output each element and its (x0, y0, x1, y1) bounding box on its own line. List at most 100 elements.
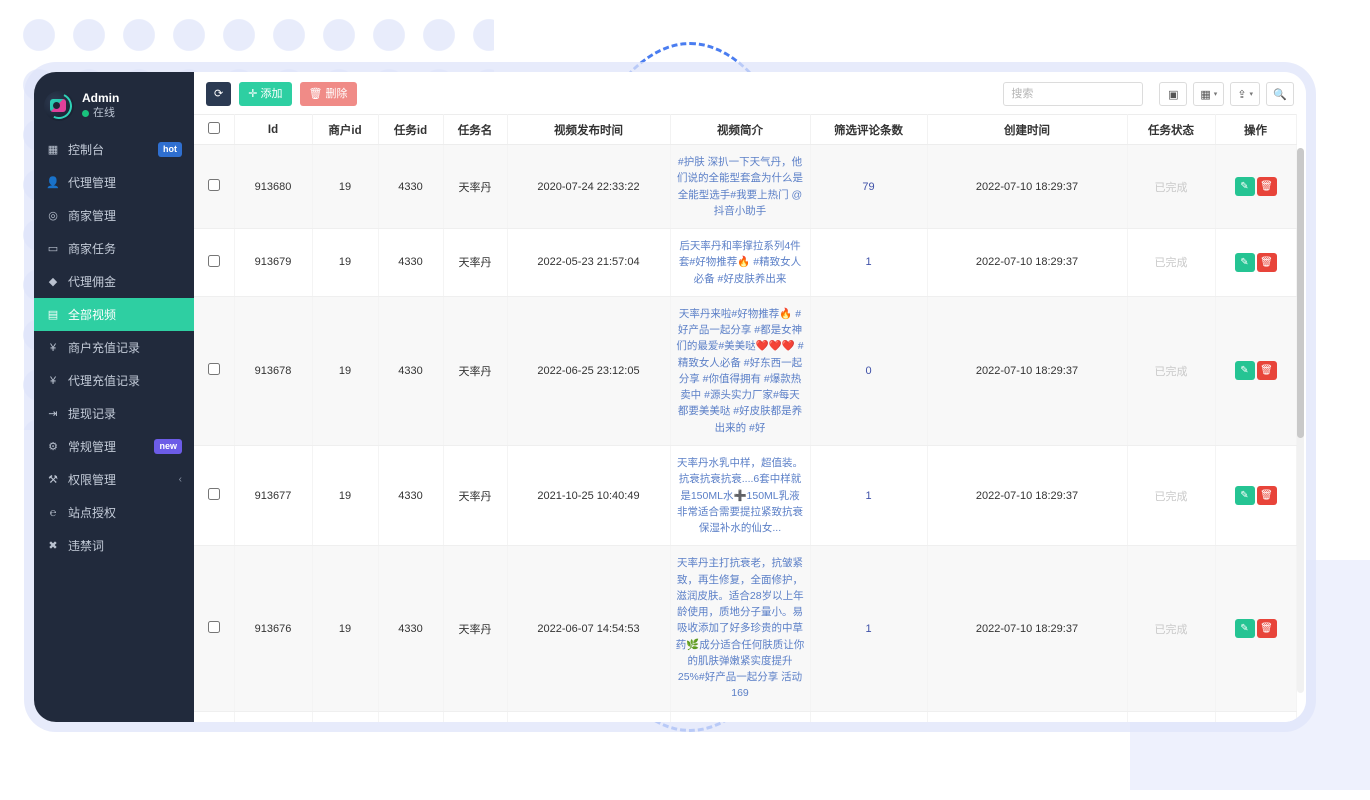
merchant-icon: ◎ (48, 210, 58, 223)
table-row[interactable]: 913678 19 4330 天率丹 2022-06-25 23:12:05 天率丹来啦#… (194, 296, 1297, 446)
table-body: 913680 19 4330 天率丹 2020-07-24 22:33:22 #护肤 深扒… (194, 144, 1297, 722)
export-button[interactable]: ⇪ ▾ (1230, 82, 1260, 106)
chevron-left-icon: ‹ (178, 474, 182, 486)
edit-row-button[interactable]: ✎ (1234, 486, 1255, 506)
delete-row-button[interactable]: 🗑 (1256, 619, 1277, 638)
toolbar-right-group: ▣▦▾⇪▾ 🔍 (1003, 82, 1294, 106)
sidebar-item-label: 代理充值记录 (68, 374, 141, 389)
cell-id: 913680 (234, 144, 313, 230)
cell-operations: ✎🗑 (1215, 711, 1297, 722)
cell-merchant-id: 19 (312, 228, 379, 297)
table-row[interactable]: 913676 19 4330 天率丹 2022-06-07 14:54:53 天率丹主打抗… (194, 545, 1297, 712)
row-checkbox[interactable] (207, 179, 220, 192)
edit-row-button[interactable]: ✎ (1234, 619, 1255, 638)
cell-task-id: 4330 (378, 228, 444, 297)
cell-status: 已完成 (1127, 445, 1216, 547)
cell-operations: ✎🗑 (1215, 228, 1297, 297)
sidebar-item-11[interactable]: ℮ 站点授权 (34, 496, 194, 529)
cell-task-id: 4330 (378, 545, 444, 712)
sidebar-item-label: 商家管理 (68, 209, 117, 224)
sidebar-item-2[interactable]: ◎ 商家管理 (34, 199, 194, 232)
sidebar-item-label: 控制台 (68, 143, 105, 158)
table-head: Id 商户id 任务id 任务名 视频发布时间 视频简介 筛选评论条数 创建时间 任务状态 操作 (194, 114, 1297, 145)
refresh-button[interactable]: ⟳ (206, 82, 232, 106)
search-button[interactable]: 🔍 (1266, 82, 1294, 106)
select-all-checkbox[interactable] (207, 122, 220, 134)
sidebar: Admin 在线 ▦ 控制台 hot 👤 代理管理 ◎ 商家管理 ▭ 商家任务 ◆ 代理佣金 ▤ 全部视… (34, 72, 194, 722)
edit-row-button[interactable]: ✎ (1234, 252, 1255, 272)
sidebar-item-label: 商家任务 (68, 242, 117, 257)
sidebar-user-block[interactable]: Admin 在线 (34, 82, 194, 133)
cell-publish-time: 2020-07-24 22:33:22 (507, 144, 671, 230)
card-view-button[interactable]: ▣ (1159, 82, 1188, 106)
cell-task-id: 4330 (378, 296, 444, 446)
sidebar-item-6[interactable]: ¥ 商户充值记录 (34, 331, 194, 364)
table-row[interactable]: 913680 19 4330 天率丹 2020-07-24 22:33:22 #护肤 深扒… (194, 144, 1297, 230)
vertical-scrollbar[interactable] (1297, 148, 1304, 693)
delete-row-button[interactable]: 🗑 (1256, 486, 1277, 506)
delete-row-button[interactable]: 🗑 (1256, 252, 1277, 272)
sidebar-item-10[interactable]: ⚒ 权限管理 ‹ (34, 463, 194, 496)
sidebar-item-5[interactable]: ▤ 全部视频 (34, 298, 194, 332)
delete-button[interactable]: 🗑 删除 (299, 82, 357, 106)
cell-id: 913679 (234, 228, 313, 297)
cell-task-name: 天率丹 (443, 144, 508, 230)
sidebar-item-4[interactable]: ◆ 代理佣金 (34, 265, 194, 298)
toolbar: ⟳ ✛ 添加 🗑 删除 ▣▦▾⇪▾ 🔍 (194, 72, 1306, 114)
cell-description: 天率丹来啦#好物推荐🔥 #好产品一起分享 #都是女神们的最爱#美美哒❤️❤️❤️… (670, 296, 811, 446)
column-header: 商户id (312, 114, 379, 145)
chevron-down-icon: ▾ (1249, 91, 1253, 98)
chevron-down-icon: ▾ (1213, 91, 1218, 98)
sidebar-badge-new: new (154, 439, 182, 455)
table-row[interactable]: 913679 19 4330 天率丹 2022-05-23 21:57:04 后天率丹和率… (194, 228, 1297, 297)
row-checkbox[interactable] (207, 621, 220, 633)
cell-id: 913675 (234, 711, 313, 722)
toolbar-icon-buttons: ▣ ▦ ▾ ⇪ ▾ 🔍 (1153, 82, 1294, 106)
search-icon: 🔍 (1273, 88, 1287, 101)
sidebar-item-1[interactable]: 👤 代理管理 (34, 166, 194, 199)
cell-description: 后天率丹和率撑拉系列4件套#好物推荐🔥 #精致女人必备 #好皮肤养出来 (670, 228, 811, 297)
select-all-header (194, 114, 235, 145)
sidebar-item-3[interactable]: ▭ 商家任务 (34, 232, 194, 265)
cell-operations: ✎🗑 (1215, 445, 1297, 547)
row-checkbox[interactable] (207, 363, 220, 376)
sidebar-item-9[interactable]: ⚙ 常规管理 new (34, 430, 194, 463)
edit-row-button[interactable]: ✎ (1234, 177, 1255, 197)
delete-row-button[interactable]: 🗑 (1256, 177, 1277, 197)
sidebar-item-12[interactable]: ✖ 违禁词 (34, 529, 194, 562)
search-input[interactable] (1003, 82, 1144, 106)
column-header: 任务id (378, 114, 444, 145)
column-header: 筛选评论条数 (810, 114, 928, 145)
cell-comment-count: 1 (810, 445, 928, 547)
user-name: Admin (82, 91, 120, 105)
cell-operations: ✎🗑 (1215, 144, 1297, 230)
withdraw-icon: ⇥ (48, 408, 58, 421)
cell-create-time: 2022-07-10 18:29:37 (927, 545, 1128, 712)
table-row[interactable]: 913675194330天率丹2022-06-12 17:50:48📣📣天率丹三… (194, 711, 1297, 722)
table-row[interactable]: 913677 19 4330 天率丹 2021-10-25 10:40:49 天率丹水乳中… (194, 445, 1297, 547)
sidebar-item-label: 提现记录 (68, 407, 117, 422)
cell-operations: ✎🗑 (1215, 296, 1297, 446)
row-checkbox[interactable] (207, 254, 220, 267)
cell-merchant-id: 19 (312, 144, 379, 230)
app-window: Admin 在线 ▦ 控制台 hot 👤 代理管理 ◎ 商家管理 ▭ 商家任务 ◆ 代理佣金 ▤ 全部视… (34, 72, 1306, 722)
video-icon: ▤ (47, 309, 59, 322)
yen-icon: ¥ (49, 341, 57, 354)
table-header-row: Id 商户id 任务id 任务名 视频发布时间 视频简介 筛选评论条数 创建时间 任务状态 操作 (194, 114, 1297, 145)
online-dot-icon (82, 110, 89, 118)
cell-create-time: 2022-07-10 18:29:37 (927, 144, 1128, 230)
row-checkbox[interactable] (207, 488, 220, 501)
sidebar-nav: ▦ 控制台 hot 👤 代理管理 ◎ 商家管理 ▭ 商家任务 ◆ 代理佣金 ▤ 全部视频 ¥ 商户充值记录 ¥… (34, 133, 194, 562)
add-button[interactable]: ✛ 添加 (239, 82, 292, 106)
sidebar-item-0[interactable]: ▦ 控制台 hot (34, 133, 194, 166)
edit-row-button[interactable]: ✎ (1234, 361, 1255, 381)
grid-columns-button[interactable]: ▦ ▾ (1193, 82, 1225, 106)
cell-status: 已完成 (1127, 711, 1216, 722)
cell-merchant-id: 19 (312, 445, 379, 547)
sidebar-item-8[interactable]: ⇥ 提现记录 (34, 397, 194, 430)
task-icon: ▭ (47, 243, 59, 256)
cell-id: 913676 (234, 545, 313, 712)
delete-row-button[interactable]: 🗑 (1256, 361, 1277, 381)
scrollbar-thumb[interactable] (1297, 148, 1304, 438)
sidebar-item-7[interactable]: ¥ 代理充值记录 (34, 364, 194, 397)
